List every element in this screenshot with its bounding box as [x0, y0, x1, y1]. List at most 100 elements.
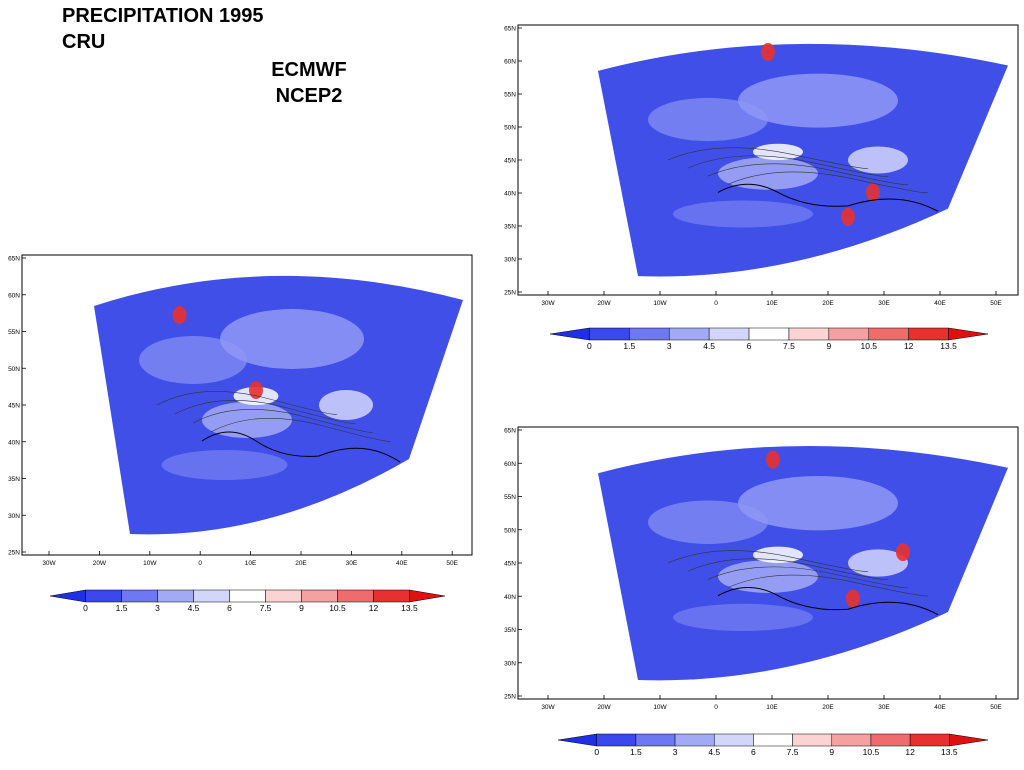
colorbar-segment	[792, 733, 833, 747]
lon-label: 20E	[822, 300, 834, 307]
lat-label: 55N	[504, 494, 516, 501]
colorbar-segment	[674, 733, 715, 747]
lat-label: 40N	[504, 594, 516, 601]
lon-label: 10E	[245, 560, 257, 567]
lat-label: 45N	[504, 561, 516, 568]
colorbar-segment	[909, 733, 950, 747]
lon-label: 10E	[766, 704, 778, 711]
lon-label: 30E	[878, 300, 890, 307]
colorbar-segment	[629, 327, 670, 341]
colorbar-label: 0	[594, 747, 599, 757]
colorbar-segment	[908, 327, 949, 341]
lat-label: 55N	[504, 92, 516, 99]
colorbar-min-arrow	[549, 327, 590, 341]
lat-label: 40N	[504, 191, 516, 198]
colorbar-label: 6	[747, 341, 752, 351]
colorbar-segment	[157, 589, 194, 603]
colorbar-segment	[85, 589, 122, 603]
lat-label: 25N	[504, 290, 516, 297]
lat-label: 45N	[8, 403, 20, 410]
lat-label: 60N	[504, 461, 516, 468]
precip-blob	[848, 549, 908, 577]
lat-label: 25N	[504, 694, 516, 701]
precip-maximum	[172, 306, 187, 324]
lon-label: 0	[198, 560, 202, 567]
colorbar-min-arrow	[49, 589, 86, 603]
colorbar-max-arrow	[409, 589, 446, 603]
colorbar-segment	[868, 327, 909, 341]
lon-label: 40E	[934, 704, 946, 711]
colorbar-label: 3	[673, 747, 678, 757]
lat-label: 35N	[504, 627, 516, 634]
contour-line	[192, 409, 374, 433]
contour-line	[707, 566, 909, 589]
lon-label: 20W	[597, 300, 611, 307]
lat-label: 60N	[504, 59, 516, 66]
colorbar-segment	[193, 589, 230, 603]
contour-line	[210, 418, 392, 442]
colorbar-segment	[635, 733, 676, 747]
colorbar-segment	[301, 589, 338, 603]
coastline	[717, 183, 939, 212]
colorbar-label: 7.5	[787, 747, 799, 757]
lon-label: 20E	[822, 704, 834, 711]
colorbar-min-arrow	[557, 733, 597, 747]
contour-line	[667, 147, 869, 169]
contour-line	[687, 558, 889, 580]
contour-line	[727, 171, 929, 194]
ncep2-title: NCEP2	[275, 85, 343, 107]
contour-line	[687, 155, 889, 177]
colorbar-segment	[831, 733, 872, 747]
lon-label: 40E	[934, 300, 946, 307]
ecmwf-map-panel: 65N 60N 55N 50N 45N 40N 35N 30N 25N 30W 20W 10W 0 10E…	[480, 20, 1024, 365]
cru-title: CRU	[62, 31, 106, 53]
precip-blob	[319, 390, 373, 420]
lat-label: 60N	[8, 292, 20, 299]
ncep2-map-panel: 65N 60N 55N 50N 45N 40N 35N 30N 25N 30W 20W 10W 0 10E…	[480, 420, 1024, 770]
colorbar-label: 10.5	[329, 603, 346, 613]
lon-label: 30E	[878, 704, 890, 711]
cru-map: 65N 60N 55N 50N 45N 40N 35N 30N 25N 30W 20W 10W 0 10E…	[8, 254, 473, 613]
lon-label: 10E	[766, 300, 778, 307]
lat-label: 25N	[8, 550, 20, 557]
colorbar-label: 7.5	[783, 341, 795, 351]
lon-label: 30E	[346, 560, 358, 567]
colorbar-segment	[121, 589, 158, 603]
precip-maximum	[896, 543, 910, 562]
colorbar-segment	[596, 733, 637, 747]
lat-label: 35N	[8, 476, 20, 483]
lat-label: 65N	[504, 26, 516, 33]
colorbar-segment	[265, 589, 302, 603]
contour-line	[727, 574, 929, 597]
ecmwf-map: 65N 60N 55N 50N 45N 40N 35N 30N 25N 30W 20W 10W 0 10E…	[504, 24, 1019, 351]
colorbar-segment	[668, 327, 710, 341]
colorbar-label: 13.5	[940, 341, 957, 351]
colorbar-label: 3	[155, 603, 160, 613]
lat-label: 30N	[504, 257, 516, 264]
precip-blob	[161, 450, 288, 480]
lon-label: 10W	[653, 300, 667, 307]
colorbar-label: 9	[829, 747, 834, 757]
precip-maximum	[761, 43, 775, 61]
lon-label: 0	[714, 704, 718, 711]
precip-maximum	[841, 207, 855, 226]
colorbar-segment	[373, 589, 410, 603]
lat-label: 45N	[504, 158, 516, 165]
colorbar-segment	[708, 327, 750, 341]
colorbar-label: 13.5	[401, 603, 418, 613]
lon-label: 0	[714, 300, 718, 307]
colorbar-label: 4.5	[703, 341, 715, 351]
cru-map-panel: 65N 60N 55N 50N 45N 40N 35N 30N 25N 30W 20W 10W 0 10E…	[0, 250, 480, 625]
lat-label: 30N	[504, 660, 516, 667]
colorbar-label: 3	[667, 341, 672, 351]
ncep2-map: 65N 60N 55N 50N 45N 40N 35N 30N 25N 30W 20W 10W 0 10E…	[504, 426, 1019, 757]
lon-label: 20E	[295, 560, 307, 567]
colorbar-label: 4.5	[708, 747, 720, 757]
precip-blob	[673, 200, 813, 228]
lon-label: 20W	[93, 560, 107, 567]
ecmwf-title: ECMWF	[271, 59, 347, 81]
colorbar-label: 10.5	[860, 341, 877, 351]
lat-label: 50N	[8, 366, 20, 373]
colorbar-label: 12	[904, 341, 914, 351]
colorbar-label: 6	[751, 747, 756, 757]
